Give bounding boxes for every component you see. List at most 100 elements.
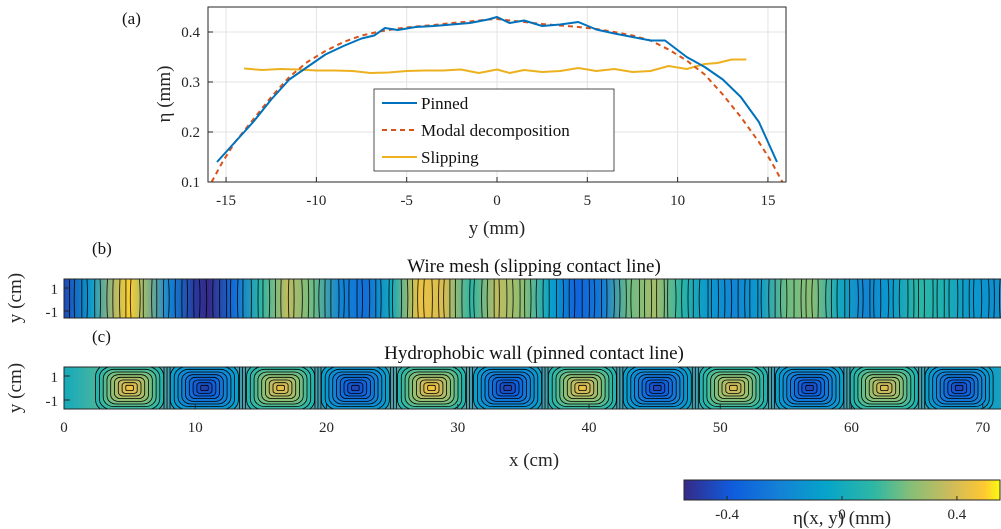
panel-b-title: Wire mesh (slipping contact line) xyxy=(407,256,661,277)
panel-c-y-axis-label: y (cm) xyxy=(5,363,26,413)
panel-a-xtick-label: 5 xyxy=(584,193,592,209)
panel-b-contour-line xyxy=(417,279,419,318)
panel-b-contour-line xyxy=(86,279,88,318)
panel-a-xtick-label: -10 xyxy=(306,193,326,209)
panel-b-axes-box xyxy=(63,278,1001,319)
panel-b-contour-line xyxy=(129,279,132,318)
colorbar-ticks: -0.4 0 0.4 xyxy=(715,496,967,523)
panel-a-ytick-label: 0.4 xyxy=(181,25,200,41)
panel-c-cell xyxy=(397,367,466,409)
panel-a-x-ticks: -15 -10 -5 0 5 10 15 xyxy=(216,177,775,209)
panel-b-contour-line xyxy=(681,279,683,318)
panel-b-contour-line xyxy=(573,279,576,318)
panel-b-contour-line xyxy=(687,279,689,318)
panel-c-cell xyxy=(246,367,315,409)
panel-b: (b) Wire mesh (slipping contact line) 1 … xyxy=(5,239,1001,323)
panel-c: (c) Hydrophobic wall (pinned contact lin… xyxy=(5,327,1001,471)
panel-b-contour-line xyxy=(898,279,901,318)
panel-b-ytick-1: 1 xyxy=(51,282,59,298)
panel-c-contour-ring xyxy=(653,384,662,391)
panel-c-contour-ring xyxy=(276,384,285,391)
panel-c-xtick-label: 10 xyxy=(188,420,203,436)
panel-b-contour-line xyxy=(406,279,409,318)
panel-b-contour-line xyxy=(198,279,201,318)
panel-a-xtick-label: 10 xyxy=(670,193,685,209)
panel-a-label: (a) xyxy=(122,9,141,28)
panel-b-contour-line xyxy=(811,279,813,318)
panel-b-contour-line xyxy=(779,279,782,318)
series-line-modal-decomposition xyxy=(210,18,784,182)
panel-a-ytick-label: 0.3 xyxy=(181,75,200,91)
panel-c-cell xyxy=(775,367,844,409)
series-line-slipping xyxy=(244,58,747,74)
panel-b-contour-line xyxy=(862,279,864,318)
colorbar-tick-label: 0.4 xyxy=(948,507,967,523)
panel-b-contour-line xyxy=(613,279,615,318)
panel-c-x-ticks: 0 10 20 30 40 50 60 70 xyxy=(60,404,990,436)
panel-b-contour-line xyxy=(443,279,445,318)
panel-c-cell xyxy=(924,367,994,409)
panel-b-contour-line xyxy=(473,279,475,318)
panel-b-contour-line xyxy=(618,279,621,318)
panel-b-contour-line xyxy=(486,279,489,318)
panel-c-cell xyxy=(849,367,919,409)
panel-c-contour-ring xyxy=(200,384,209,391)
panel-b-contour-line xyxy=(361,279,364,318)
panel-b-contour-line xyxy=(973,279,975,318)
panel-b-contour-line xyxy=(301,279,303,318)
panel-b-contour-line xyxy=(431,279,433,318)
panel-b-contour-line xyxy=(318,279,320,318)
panel-b-contour-line xyxy=(236,279,239,318)
panel-c-xtick-label: 30 xyxy=(450,420,465,436)
panel-a-series xyxy=(210,16,784,182)
panel-b-contour-line xyxy=(630,279,632,318)
panel-c-ytick-neg1: -1 xyxy=(46,394,59,410)
panel-c-contour-ring xyxy=(880,384,889,391)
panel-b-contour-line xyxy=(139,279,141,318)
panel-a-x-axis-label: y (mm) xyxy=(469,218,525,239)
panel-b-contour-line xyxy=(825,279,827,318)
panel-b-contour-line xyxy=(674,279,677,318)
panel-c-contour-ring xyxy=(125,384,134,391)
panel-b-contour-line xyxy=(760,279,763,318)
panel-a: (a) -15 -10 -5 0 5 10 15 0.1 0.2 0.3 0.4 y (mm) η… xyxy=(122,6,787,239)
legend-entry-modal: Modal decomposition xyxy=(421,121,570,140)
panel-b-y-axis-label: y (cm) xyxy=(5,273,26,323)
panel-b-contour-line xyxy=(205,279,208,318)
panel-b-contour-line xyxy=(438,279,440,318)
series-line-pinned xyxy=(216,16,778,163)
panel-c-contour-ring xyxy=(351,384,360,391)
panel-b-contour-line xyxy=(993,279,995,318)
panel-c-xtick-label: 70 xyxy=(975,420,990,436)
panel-a-xtick-label: 0 xyxy=(493,193,501,209)
panel-b-contour-line xyxy=(999,279,1001,318)
legend-entry-pinned: Pinned xyxy=(421,94,469,113)
panel-b-contour-line xyxy=(562,279,565,318)
colorbar-label: η(x, y) (mm) xyxy=(793,508,891,529)
panel-c-cell xyxy=(95,367,164,409)
panel-b-contour-line xyxy=(530,279,532,318)
legend-entry-slipping: Slipping xyxy=(421,148,479,167)
panel-c-contour-ring xyxy=(805,384,814,391)
panel-c-contour-ring xyxy=(427,384,436,391)
panel-a-y-axis-label: η (mm) xyxy=(154,66,175,123)
colorbar-tick-label: 0 xyxy=(838,507,846,523)
colorbar: -0.4 0 0.4 η(x, y) (mm) xyxy=(683,479,1001,529)
panel-b-contour-line xyxy=(481,279,483,318)
panel-b-contour-line xyxy=(730,279,733,318)
panel-c-cell xyxy=(321,367,390,409)
panel-c-x-axis-label: x (cm) xyxy=(509,450,559,471)
panel-c-contour-ring xyxy=(954,384,964,391)
panel-c-contour-ring xyxy=(503,384,512,391)
panel-b-contour-line xyxy=(535,279,538,318)
panel-a-ytick-label: 0.2 xyxy=(181,125,200,141)
panel-b-contour-line xyxy=(423,279,425,318)
panel-c-title: Hydrophobic wall (pinned contact line) xyxy=(384,343,684,364)
panel-a-xtick-label: 15 xyxy=(760,193,775,209)
panel-c-cell xyxy=(622,367,692,409)
panel-b-contour-line xyxy=(391,279,394,318)
panel-c-xtick-label: 60 xyxy=(844,420,859,436)
panel-c-ytick-1: 1 xyxy=(51,370,59,386)
panel-b-ytick-neg1: -1 xyxy=(46,305,59,321)
